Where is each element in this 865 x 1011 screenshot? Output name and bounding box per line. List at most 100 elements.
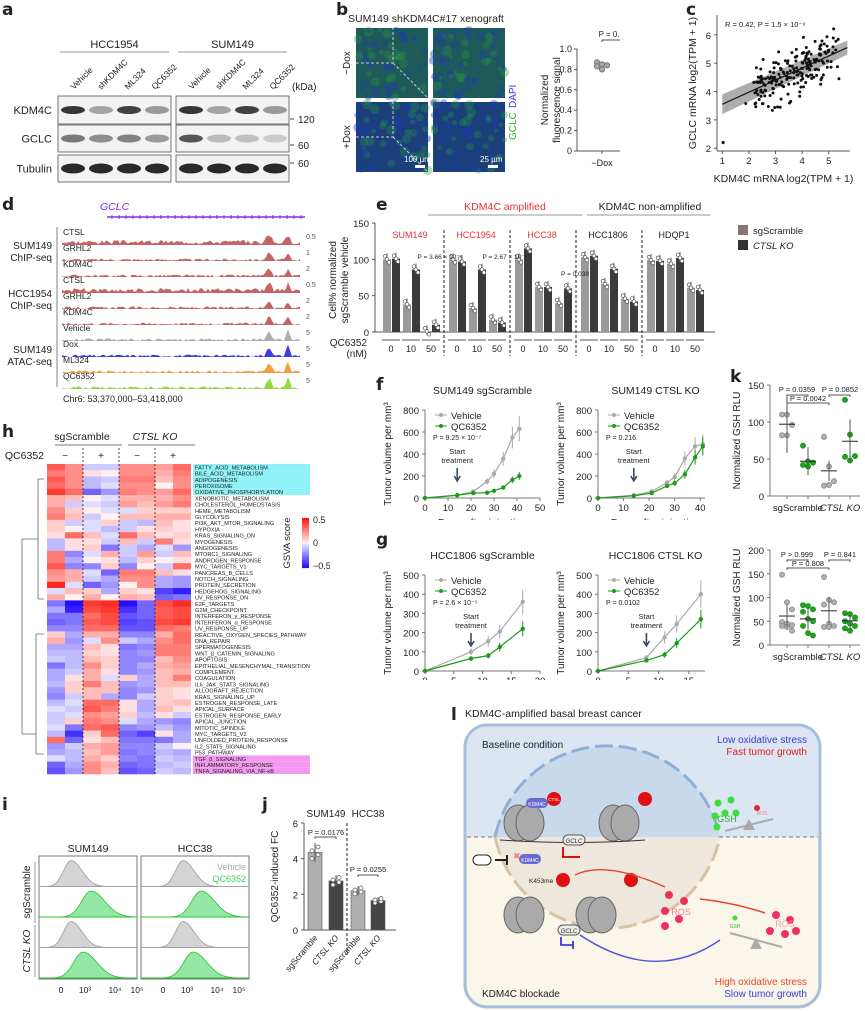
heatmap-cell — [101, 538, 119, 545]
image-texture — [369, 86, 377, 94]
data-point — [800, 623, 806, 629]
gsh-dot — [711, 812, 719, 820]
data-point — [786, 59, 790, 63]
data-point — [842, 396, 848, 403]
image-texture — [363, 151, 371, 159]
pathway-label: ESTROGEN_RESPONSE_LATE — [195, 701, 278, 707]
panel-h: h sgScramble CTSL KO QC6352 − + − + FATTY_ACID_… — [0, 410, 330, 785]
y-tick-label: 150 — [353, 219, 369, 230]
heatmap-cell — [173, 625, 191, 632]
image-texture — [438, 71, 444, 78]
heatmap-cell — [173, 482, 191, 490]
data-point — [497, 317, 503, 322]
track-scale: 2 — [306, 298, 310, 305]
bar — [535, 286, 543, 332]
image-texture — [356, 50, 364, 58]
row-label: GCLC — [21, 134, 52, 146]
image-texture — [431, 125, 438, 131]
colorbar-tick: −0.5 — [313, 561, 330, 571]
vehicle-histogram — [141, 860, 249, 887]
track-label: KDM4C — [63, 307, 93, 317]
image-texture — [393, 128, 403, 138]
image-texture — [404, 69, 411, 76]
ctsl-protein — [638, 792, 652, 806]
heatmap-cell — [83, 718, 101, 725]
data-point — [479, 267, 485, 272]
heatmap-cell — [47, 575, 65, 583]
heatmap-cell — [101, 519, 119, 527]
heatmap-cell — [47, 712, 65, 719]
inhibition-arrow — [579, 934, 721, 963]
data-point — [682, 456, 688, 461]
heatmap-cell — [173, 588, 191, 595]
kda-label: (kDa) — [292, 82, 316, 93]
data-point — [391, 253, 397, 258]
image-texture — [407, 113, 415, 120]
data-point — [794, 55, 798, 59]
image-texture — [464, 132, 473, 141]
colorbar-tick: 0 — [313, 538, 318, 548]
panel-d: d GCLC CTSL 0.5 GRHL2 1 KDM4C 2 SUM149 ChIP-seq C… — [0, 195, 320, 410]
band — [179, 134, 203, 143]
image-texture — [501, 65, 507, 72]
track-label: KDM4C — [63, 259, 93, 269]
image-texture — [359, 167, 365, 173]
heatmap-cell — [83, 476, 101, 483]
image-texture — [497, 66, 503, 72]
data-point — [580, 252, 586, 257]
group-label: ChIP-seq — [10, 301, 52, 312]
data-point — [666, 258, 672, 263]
image-texture — [482, 41, 491, 49]
heatmap-cell — [155, 550, 173, 558]
heatmap-cell — [173, 761, 191, 769]
data-point — [784, 599, 790, 606]
image-texture — [421, 125, 429, 133]
heatmap-cell — [173, 519, 191, 527]
data-point — [468, 649, 474, 654]
legend-label: Vehicle — [451, 576, 482, 587]
pathway-label: G2M_CHECKPOINT — [195, 608, 247, 614]
heatmap-cell — [155, 575, 173, 583]
heatmap-cell — [83, 730, 101, 738]
pathway-label: TNFA_SIGNALING_VIA_NF-κB — [195, 769, 274, 775]
image-texture — [398, 58, 409, 68]
amplified-title: KDM4C amplified — [464, 201, 546, 213]
image-texture — [404, 127, 413, 135]
data-point — [309, 848, 315, 854]
dose-label: 10 — [538, 344, 548, 354]
data-point — [818, 44, 822, 48]
image-texture — [492, 154, 502, 164]
heatmap-cell — [137, 569, 155, 576]
heatmap-cell — [65, 619, 83, 626]
pathway-label: APICAL_SURFACE — [195, 707, 245, 713]
data-point — [695, 284, 701, 290]
image-texture — [501, 137, 508, 143]
data-point — [760, 102, 764, 106]
image-texture — [409, 119, 415, 125]
image-texture — [444, 120, 450, 126]
image-texture — [399, 34, 408, 43]
image-texture — [374, 87, 382, 96]
heatmap-cell — [65, 662, 83, 669]
heatmap-cell — [119, 687, 137, 694]
heatmap-cell — [119, 563, 137, 570]
removed-icon: ✖ — [513, 851, 521, 861]
gsh-dot — [714, 799, 722, 807]
heatmap-cell — [83, 588, 101, 595]
blockade-status-slow-growth: Slow tumor growth — [724, 989, 807, 1000]
x-tick-label: 10⁴ — [210, 985, 223, 995]
scale-bar-label: 100 µm — [404, 155, 431, 164]
heatmap-cell — [173, 538, 191, 545]
pathway-label: PEROXISOME — [195, 484, 233, 490]
y-axis-label: Tumor volume per mm³ — [556, 571, 567, 675]
data-point — [422, 326, 428, 331]
data-point — [525, 246, 531, 251]
heatmap-cell — [65, 575, 83, 583]
data-point — [411, 264, 417, 269]
heatmap-cell — [83, 507, 101, 514]
blockade-status-high-stress: High oxidative stress — [715, 977, 807, 988]
image-texture — [384, 62, 394, 72]
bar — [449, 259, 457, 332]
heatmap-cell — [47, 569, 65, 576]
data-point — [650, 260, 656, 266]
